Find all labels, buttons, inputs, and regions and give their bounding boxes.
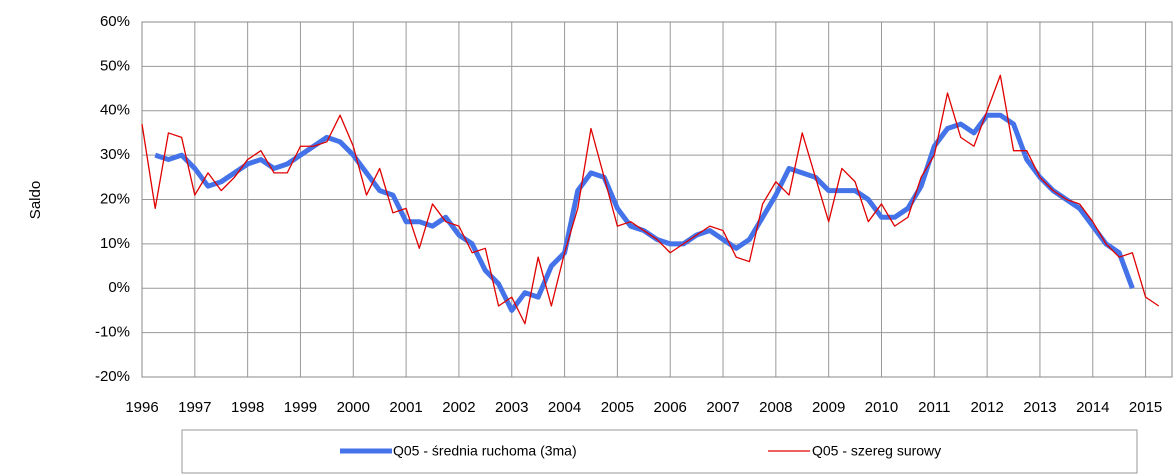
y-tick-label: 0% <box>108 279 130 296</box>
x-tick-label: 2007 <box>706 399 739 416</box>
x-tick-label: 2013 <box>1023 399 1056 416</box>
legend-box <box>181 429 1138 474</box>
x-tick-label: 2012 <box>970 399 1003 416</box>
x-tick-label: 1997 <box>178 399 211 416</box>
y-tick-label: 60% <box>100 13 130 30</box>
legend-label: Q05 - średnia ruchoma (3ma) <box>393 443 577 459</box>
y-tick-label: 50% <box>100 57 130 74</box>
plot-border <box>141 21 1173 378</box>
data-line <box>141 74 1160 325</box>
data-line <box>154 112 1135 313</box>
x-tick-label: 1996 <box>125 399 158 416</box>
x-tick-label: 2001 <box>389 399 422 416</box>
x-tick-label: 2006 <box>654 399 687 416</box>
y-tick-label: 30% <box>100 146 130 163</box>
x-tick-label: 2002 <box>442 399 475 416</box>
y-tick-label: 10% <box>100 235 130 252</box>
y-tick-label: -10% <box>95 324 130 341</box>
x-tick-label: 1998 <box>231 399 264 416</box>
x-tick-label: 2011 <box>918 399 950 416</box>
x-tick-label: 2010 <box>865 399 898 416</box>
y-axis-label: Saldo <box>27 181 44 219</box>
legend-label: Q05 - szereg surowy <box>812 443 941 459</box>
x-tick-label: 2003 <box>495 399 528 416</box>
x-tick-label: 2004 <box>548 399 581 416</box>
x-tick-label: 2005 <box>601 399 634 416</box>
x-tick-label: 2014 <box>1076 399 1109 416</box>
x-tick-label: 2000 <box>337 399 370 416</box>
x-tick-label: 2009 <box>812 399 845 416</box>
y-tick-label: 40% <box>100 102 130 119</box>
x-tick-label: 1999 <box>284 399 317 416</box>
y-tick-label: -20% <box>95 368 130 385</box>
x-tick-label: 2008 <box>759 399 792 416</box>
y-tick-label: 20% <box>100 190 130 207</box>
x-tick-label: 2015 <box>1129 399 1162 416</box>
